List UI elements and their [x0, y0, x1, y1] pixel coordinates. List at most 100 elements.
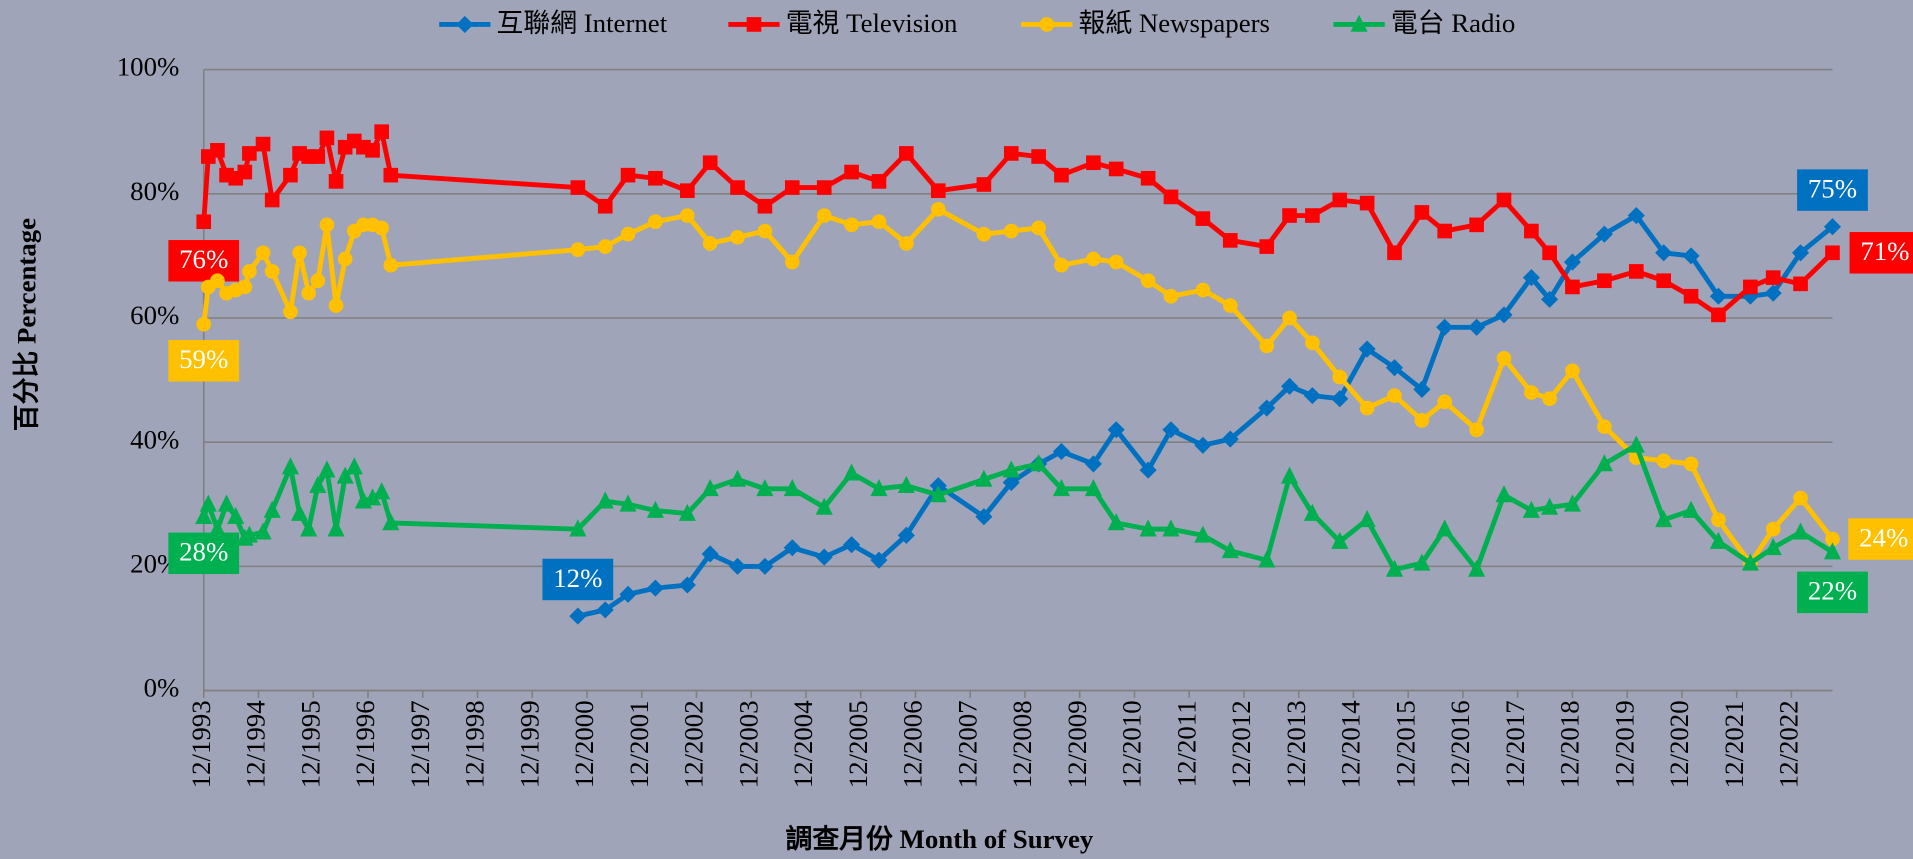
marker [783, 539, 801, 557]
x-axis-title: 調查月份 Month of Survey [786, 823, 1094, 854]
marker [680, 208, 695, 223]
x-tick-label: 12/2006 [898, 700, 928, 788]
y-tick-label: 80% [130, 176, 179, 206]
value-label: 75% [1808, 173, 1857, 203]
marker [1163, 288, 1179, 304]
marker [237, 279, 253, 295]
marker [728, 469, 747, 487]
marker [1524, 385, 1539, 400]
marker [930, 201, 946, 217]
value-label: 24% [1859, 522, 1908, 552]
legend-marker [456, 15, 474, 33]
marker [1823, 218, 1842, 236]
marker [310, 149, 326, 164]
marker [373, 482, 391, 500]
marker [1436, 318, 1454, 336]
x-tick-label: 12/2018 [1555, 700, 1585, 788]
marker [1743, 279, 1758, 295]
x-tick-label: 12/1999 [514, 700, 544, 788]
x-tick-label: 12/2014 [1336, 700, 1366, 788]
marker [1139, 519, 1157, 537]
marker [318, 460, 336, 478]
marker [619, 494, 637, 512]
marker [816, 208, 832, 223]
x-tick-label: 12/2005 [843, 700, 873, 788]
marker [383, 257, 399, 273]
value-label: 22% [1808, 576, 1857, 606]
marker [1437, 394, 1453, 410]
marker [210, 143, 225, 158]
marker [1305, 208, 1320, 223]
marker [1413, 553, 1431, 571]
marker [1541, 497, 1559, 515]
marker [597, 198, 613, 214]
y-tick-label: 0% [144, 673, 180, 703]
marker [1162, 421, 1180, 439]
marker [1825, 245, 1840, 261]
marker [1052, 479, 1070, 497]
x-tick-label: 12/2010 [1117, 700, 1147, 788]
marker [1140, 170, 1156, 186]
x-tick-label: 12/2002 [679, 700, 709, 788]
marker [1597, 419, 1612, 434]
marker [701, 545, 719, 563]
marker [1627, 435, 1645, 453]
marker [1030, 454, 1048, 472]
marker [871, 174, 887, 189]
marker [1563, 494, 1581, 512]
marker [1162, 519, 1180, 537]
marker [1054, 257, 1069, 273]
marker [843, 463, 861, 481]
marker [301, 285, 316, 301]
marker [844, 217, 859, 233]
marker [1524, 223, 1539, 239]
marker [1084, 479, 1102, 497]
marker [1332, 192, 1348, 208]
marker [975, 469, 993, 487]
value-label: 28% [179, 537, 228, 567]
marker [1655, 510, 1673, 528]
marker [1305, 335, 1320, 351]
value-label: 59% [179, 344, 228, 374]
series-line [577, 213, 1835, 619]
marker [1656, 453, 1671, 469]
x-tick-label: 12/1996 [350, 700, 380, 788]
marker [1741, 553, 1759, 571]
marker [646, 500, 664, 518]
y-tick-label: 40% [130, 424, 179, 454]
marker [1792, 522, 1810, 540]
marker [702, 155, 718, 171]
marker [374, 124, 389, 140]
marker [263, 500, 281, 518]
marker [1002, 474, 1020, 492]
marker [1259, 239, 1275, 254]
marker [784, 254, 800, 270]
marker [1258, 550, 1276, 568]
marker [382, 513, 400, 531]
x-tick-label: 12/1998 [460, 700, 490, 788]
marker [1565, 279, 1580, 295]
x-tick-label: 12/2013 [1281, 700, 1311, 788]
marker [1259, 338, 1275, 354]
marker [1303, 503, 1321, 521]
marker [1331, 531, 1349, 549]
marker [1002, 460, 1020, 478]
value-label-box [168, 532, 240, 575]
x-tick-label: 12/2021 [1719, 700, 1749, 788]
marker [1139, 461, 1157, 479]
marker [1764, 537, 1782, 556]
marker [784, 180, 800, 195]
marker [816, 180, 832, 195]
marker [756, 479, 774, 497]
marker [1086, 155, 1101, 171]
marker [680, 183, 695, 199]
marker [283, 304, 298, 320]
marker [199, 494, 217, 512]
y-axis-title: 百分比 Percentage [11, 218, 41, 431]
marker [701, 479, 719, 497]
marker [899, 236, 914, 251]
marker [646, 579, 664, 597]
marker [364, 488, 382, 506]
